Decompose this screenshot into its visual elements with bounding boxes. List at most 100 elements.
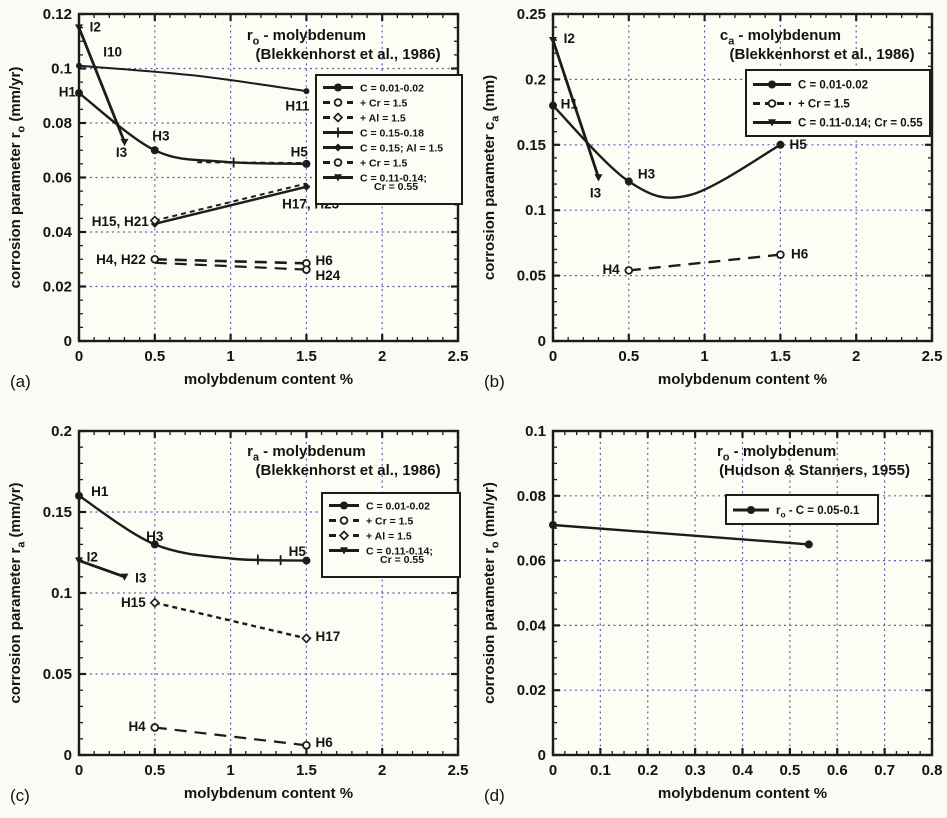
svg-text:molybdenum content %: molybdenum content % — [658, 785, 827, 802]
svg-text:+ Al = 1.5: + Al = 1.5 — [360, 113, 406, 125]
svg-text:0.5: 0.5 — [144, 762, 165, 779]
svg-text:corrosion parameter ca (mm): corrosion parameter ca (mm) — [481, 75, 502, 280]
svg-text:(a): (a) — [10, 372, 31, 391]
svg-text:(Blekkenhorst et al., 1986): (Blekkenhorst et al., 1986) — [256, 46, 441, 63]
svg-text:H4: H4 — [128, 719, 146, 734]
svg-text:0.05: 0.05 — [43, 666, 72, 683]
svg-text:0.1: 0.1 — [51, 61, 72, 78]
svg-text:0.1: 0.1 — [525, 423, 546, 440]
svg-text:I2: I2 — [564, 31, 575, 46]
svg-text:0.05: 0.05 — [517, 268, 546, 285]
chart-d-ro-molybdenum: 0 0.1 0.2 0.3 0.4 0.5 0.6 0.7 0.8 0 0.02 0.04 0.06 0.… — [481, 423, 942, 805]
svg-text:I2: I2 — [87, 550, 98, 565]
svg-text:H1: H1 — [59, 85, 77, 100]
svg-text:2: 2 — [852, 348, 860, 365]
svg-text:0.1: 0.1 — [51, 585, 72, 602]
panel-b: 0 0.5 1 1.5 2 2.5 0 0.05 0.1 0.15 0.2 0.25 molybdenu… — [474, 0, 947, 409]
svg-text:0.2: 0.2 — [51, 423, 72, 440]
svg-text:C = 0.01-0.02: C = 0.01-0.02 — [360, 83, 424, 95]
svg-text:0.08: 0.08 — [517, 488, 546, 505]
svg-text:H15: H15 — [121, 595, 146, 610]
svg-text:H17: H17 — [315, 629, 340, 644]
svg-text:(Blekkenhorst et al., 1986): (Blekkenhorst et al., 1986) — [730, 46, 915, 63]
svg-text:0.1: 0.1 — [525, 202, 546, 219]
panel-d: 0 0.1 0.2 0.3 0.4 0.5 0.6 0.7 0.8 0 0.02 0.04 0.06 0.… — [474, 409, 947, 818]
svg-text:C = 0.11-0.14;: C = 0.11-0.14; — [360, 173, 427, 185]
svg-text:H4: H4 — [602, 262, 620, 277]
svg-text:1: 1 — [700, 348, 708, 365]
svg-text:(c): (c) — [10, 786, 30, 805]
svg-text:molybdenum content %: molybdenum content % — [658, 371, 827, 388]
svg-text:H24: H24 — [315, 268, 340, 283]
svg-text:+ Al = 1.5: + Al = 1.5 — [366, 531, 412, 543]
svg-text:H6: H6 — [315, 253, 333, 268]
svg-text:0: 0 — [538, 333, 546, 350]
svg-text:H6: H6 — [315, 735, 333, 750]
panel-c: 0 0.5 1 1.5 2 2.5 0 0.05 0.1 0.15 0.2 molybdenum co… — [0, 409, 473, 818]
svg-text:1.5: 1.5 — [296, 348, 317, 365]
chart-a-ro-molybdenum: 0 0.5 1 1.5 2 2.5 0 0.02 0.04 0.06 0.08 0.1 0.12 moly… — [7, 6, 469, 391]
svg-text:ca - molybdenum: ca - molybdenum — [720, 27, 841, 48]
svg-text:0.06: 0.06 — [43, 170, 72, 187]
svg-text:+ Cr = 1.5: + Cr = 1.5 — [360, 98, 407, 110]
svg-text:(b): (b) — [484, 372, 505, 391]
svg-text:1: 1 — [226, 762, 234, 779]
svg-text:ro - molybdenum: ro - molybdenum — [717, 443, 836, 464]
svg-text:H4, H22: H4, H22 — [96, 252, 146, 267]
svg-text:H5: H5 — [789, 137, 807, 152]
svg-text:+ Cr = 1.5: + Cr = 1.5 — [360, 158, 407, 170]
svg-text:0.12: 0.12 — [43, 6, 72, 23]
svg-text:0: 0 — [538, 747, 546, 764]
svg-text:0.4: 0.4 — [732, 762, 754, 779]
svg-text:0.25: 0.25 — [517, 6, 546, 23]
svg-text:I10: I10 — [103, 44, 122, 59]
svg-text:H5: H5 — [291, 145, 309, 160]
svg-text:2.5: 2.5 — [448, 348, 469, 365]
svg-text:2.5: 2.5 — [448, 762, 469, 779]
svg-text:0.15: 0.15 — [43, 504, 72, 521]
svg-text:0: 0 — [549, 348, 557, 365]
svg-text:(d): (d) — [484, 786, 505, 805]
svg-text:0.2: 0.2 — [637, 762, 658, 779]
svg-text:H15, H21: H15, H21 — [92, 214, 150, 229]
svg-text:H1: H1 — [561, 97, 579, 112]
svg-text:H3: H3 — [638, 167, 656, 182]
svg-text:ro - C = 0.05-0.1: ro - C = 0.05-0.1 — [776, 505, 860, 519]
chart-c-ra-molybdenum: 0 0.5 1 1.5 2 2.5 0 0.05 0.1 0.15 0.2 molybdenum co… — [7, 423, 469, 805]
svg-text:0.04: 0.04 — [517, 617, 547, 634]
svg-text:C = 0.01-0.02: C = 0.01-0.02 — [366, 501, 430, 513]
svg-text:0.5: 0.5 — [144, 348, 165, 365]
svg-text:0: 0 — [64, 747, 72, 764]
svg-text:molybdenum content %: molybdenum content % — [184, 371, 353, 388]
svg-text:2: 2 — [378, 762, 386, 779]
svg-text:corrosion parameter ra (mm/y: corrosion parameter ra (mm/yr) — [7, 482, 28, 703]
svg-text:C = 0.15; Al = 1.5: C = 0.15; Al = 1.5 — [360, 143, 443, 155]
svg-text:0.02: 0.02 — [43, 279, 72, 296]
svg-text:C = 0.15-0.18: C = 0.15-0.18 — [360, 128, 424, 140]
chart-b-ca-molybdenum: 0 0.5 1 1.5 2 2.5 0 0.05 0.1 0.15 0.2 0.25 molybdenu… — [481, 6, 943, 391]
svg-text:ro - molybdenum: ro - molybdenum — [247, 27, 366, 48]
svg-text:molybdenum content %: molybdenum content % — [184, 785, 353, 802]
svg-text:corrosion parameter ro (mm/y: corrosion parameter ro (mm/yr) — [7, 67, 28, 289]
svg-text:I3: I3 — [116, 145, 128, 160]
panel-a: 0 0.5 1 1.5 2 2.5 0 0.02 0.04 0.06 0.08 0.1 0.12 moly… — [0, 0, 473, 409]
svg-text:0.6: 0.6 — [827, 762, 848, 779]
svg-text:Cr = 0.55: Cr = 0.55 — [374, 181, 418, 193]
svg-text:Cr = 0.55: Cr = 0.55 — [380, 554, 424, 566]
svg-text:(Blekkenhorst et al., 1986): (Blekkenhorst et al., 1986) — [256, 462, 441, 479]
svg-text:0.02: 0.02 — [517, 682, 546, 699]
svg-text:0.08: 0.08 — [43, 115, 72, 132]
svg-text:2.5: 2.5 — [922, 348, 943, 365]
svg-text:C = 0.11-0.14;: C = 0.11-0.14; — [366, 546, 433, 558]
svg-text:0.1: 0.1 — [590, 762, 611, 779]
svg-text:0: 0 — [75, 348, 83, 365]
svg-text:ra - molybdenum: ra - molybdenum — [247, 443, 366, 464]
svg-text:H1: H1 — [91, 484, 109, 499]
svg-text:0.15: 0.15 — [517, 137, 546, 154]
svg-text:1.5: 1.5 — [296, 762, 317, 779]
svg-text:0: 0 — [64, 333, 72, 350]
svg-text:1: 1 — [226, 348, 234, 365]
svg-text:0.04: 0.04 — [43, 224, 73, 241]
svg-text:H3: H3 — [152, 128, 170, 143]
